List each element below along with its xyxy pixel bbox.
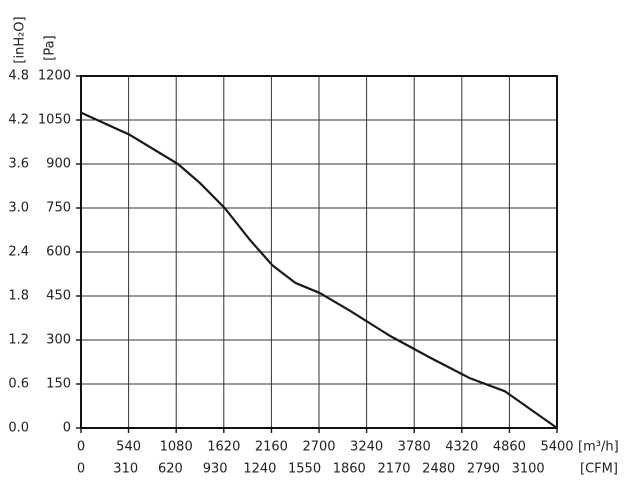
y-axis-label: [Pa] [43, 35, 58, 60]
x2-tick-label: 1860 [333, 462, 366, 477]
x-tick-label: 3240 [350, 440, 383, 455]
x2-tick-label: 3100 [512, 462, 545, 477]
x2-tick-label: 1240 [243, 462, 276, 477]
x2-tick-label: 310 [113, 462, 138, 477]
x-tick-label: 540 [116, 440, 141, 455]
x-tick-label: 5400 [540, 440, 573, 455]
x2-tick-label: 2790 [467, 462, 500, 477]
x-tick-label: 2700 [302, 440, 335, 455]
y2-tick-label: 2.4 [8, 245, 29, 260]
y-tick-label: 1200 [38, 69, 71, 84]
x-axis-label: [m³/h] [578, 440, 619, 455]
y-tick-label: 0 [63, 421, 71, 436]
y-tick-label: 900 [46, 157, 71, 172]
y2-tick-label: 4.2 [8, 113, 29, 128]
x2-tick-label: 620 [158, 462, 183, 477]
y2-tick-label: 1.2 [8, 333, 29, 348]
y2-tick-label: 3.6 [8, 157, 29, 172]
y2-tick-label: 4.8 [8, 69, 29, 84]
y-tick-label: 1050 [38, 113, 71, 128]
y2-tick-label: 3.0 [8, 201, 29, 216]
x-tick-label: 1620 [207, 440, 240, 455]
x-tick-label: 3780 [398, 440, 431, 455]
x2-tick-label: 930 [203, 462, 228, 477]
y-tick-label: 450 [46, 289, 71, 304]
y2-axis-label: [inH₂O] [13, 16, 28, 63]
x-tick-label: 0 [77, 440, 85, 455]
x-tick-label: 2160 [255, 440, 288, 455]
y-tick-label: 600 [46, 245, 71, 260]
x-tick-label: 4860 [493, 440, 526, 455]
x2-tick-label: 1550 [288, 462, 321, 477]
y2-tick-label: 0.0 [8, 421, 29, 436]
y-tick-label: 750 [46, 201, 71, 216]
y2-tick-label: 1.8 [8, 289, 29, 304]
y-tick-label: 300 [46, 333, 71, 348]
x2-tick-label: 0 [77, 462, 85, 477]
y-tick-label: 150 [46, 377, 71, 392]
x2-axis-label: [CFM] [580, 462, 618, 477]
x2-tick-label: 2170 [377, 462, 410, 477]
plot-frame [80, 75, 558, 429]
y2-tick-label: 0.6 [8, 377, 29, 392]
x-tick-label: 1080 [160, 440, 193, 455]
x-tick-label: 4320 [445, 440, 478, 455]
x2-tick-label: 2480 [422, 462, 455, 477]
curve [80, 111, 558, 429]
